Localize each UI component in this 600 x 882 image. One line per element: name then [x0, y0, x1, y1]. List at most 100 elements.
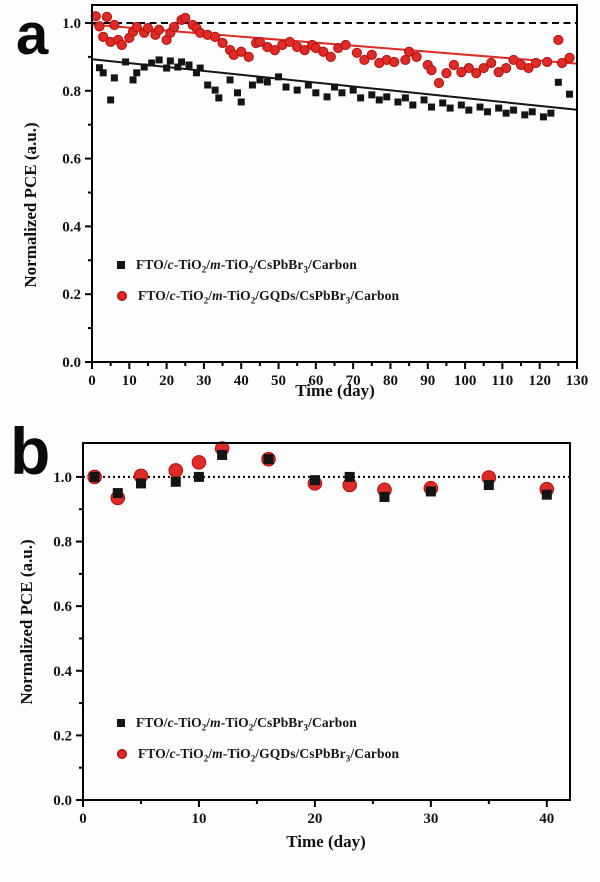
data-point — [99, 69, 107, 77]
data-point — [196, 64, 204, 72]
data-point — [409, 101, 417, 109]
panel-a-x-axis-title: Time (day) — [295, 381, 375, 400]
data-point — [389, 56, 400, 68]
data-point — [523, 62, 534, 74]
legend-label: FTO/c-TiO2/m-TiO2/GQDs/CsPbBr3/Carbon — [138, 287, 400, 306]
panel-b-legend: FTO/c-TiO2/m-TiO2/CsPbBr3/Carbon FTO/c-Ti… — [117, 707, 399, 769]
y-tick-label: 1.0 — [62, 16, 81, 32]
legend-item-cspbbr3-carbon: FTO/c-TiO2/m-TiO2/CsPbBr3/Carbon — [117, 249, 399, 280]
data-point — [284, 36, 295, 48]
y-tick-label: 0.6 — [53, 599, 72, 615]
panel-a-label: a — [16, 2, 49, 67]
x-tick-label: 40 — [234, 373, 249, 389]
legend-item-gqds-cspbbr3-carbon: FTO/c-TiO2/m-TiO2/GQDs/CsPbBr3/Carbon — [117, 738, 399, 769]
panel-b-y-axis-title: Normalized PCE (a.u.) — [17, 539, 36, 705]
data-point — [426, 64, 437, 76]
data-point — [243, 51, 254, 62]
data-point — [331, 83, 338, 91]
x-tick-label: 120 — [528, 373, 551, 389]
data-point — [411, 51, 422, 62]
panel-a-series-red-circles — [90, 11, 575, 89]
panel-a-plot: 0 10 20 30 40 50 60 70 80 90 100 110 120 130 0.0 0.2 0.4… — [62, 4, 588, 389]
data-point — [556, 57, 568, 69]
data-point — [433, 77, 445, 89]
data-point — [174, 63, 182, 71]
data-point — [204, 81, 212, 89]
data-point — [263, 454, 274, 465]
data-point — [309, 475, 320, 486]
data-point — [191, 455, 207, 470]
data-point — [564, 52, 575, 63]
data-point — [539, 113, 547, 121]
data-point — [217, 449, 228, 460]
x-tick-label: 100 — [454, 373, 477, 389]
x-tick-label: 90 — [420, 373, 435, 389]
data-point — [299, 44, 310, 56]
data-point — [394, 98, 402, 106]
data-point — [180, 12, 191, 23]
data-point — [275, 73, 283, 81]
data-point — [248, 81, 256, 89]
data-point — [547, 109, 555, 117]
panel-b-frame — [82, 442, 571, 801]
data-point — [368, 91, 376, 99]
data-point — [508, 54, 519, 66]
data-point — [344, 471, 355, 482]
data-point — [237, 98, 245, 106]
data-point — [439, 99, 447, 107]
data-point — [168, 21, 180, 33]
legend-label: FTO/c-TiO2/m-TiO2/CsPbBr3/Carbon — [136, 714, 357, 733]
data-point — [401, 94, 409, 102]
data-point — [510, 106, 518, 114]
data-point — [304, 81, 312, 89]
data-point — [483, 108, 491, 116]
y-tick-label: 0.4 — [62, 219, 81, 235]
data-point — [107, 96, 115, 104]
data-point — [269, 44, 280, 56]
data-point — [554, 78, 562, 86]
data-point — [312, 89, 320, 97]
data-point — [163, 64, 171, 72]
data-point — [236, 46, 247, 57]
x-tick-label: 10 — [122, 373, 137, 389]
legend-item-gqds-cspbbr3-carbon: FTO/c-TiO2/m-TiO2/GQDs/CsPbBr3/Carbon — [117, 280, 399, 311]
data-point — [366, 49, 377, 60]
data-point — [211, 86, 219, 94]
data-point — [98, 31, 109, 42]
data-point — [542, 56, 553, 68]
data-point — [528, 108, 536, 116]
data-point — [400, 54, 411, 66]
x-tick-label: 80 — [383, 373, 398, 389]
black-square-marker-icon — [117, 260, 125, 269]
legend-item-cspbbr3-carbon: FTO/c-TiO2/m-TiO2/CsPbBr3/Carbon — [117, 707, 399, 738]
data-point — [101, 11, 113, 22]
x-tick-label: 40 — [539, 811, 554, 827]
data-point — [210, 31, 221, 42]
data-point — [234, 89, 241, 97]
data-point — [495, 104, 503, 112]
data-point — [215, 94, 223, 102]
data-point — [502, 109, 510, 117]
data-point — [325, 51, 336, 62]
x-tick-label: 30 — [423, 811, 438, 827]
legend-label: FTO/c-TiO2/m-TiO2/CsPbBr3/Carbon — [136, 256, 357, 275]
red-circle-marker-icon — [117, 748, 127, 759]
data-point — [170, 476, 181, 487]
data-point — [109, 19, 120, 31]
data-point — [379, 491, 390, 502]
y-tick-label: 0.8 — [53, 535, 72, 551]
data-point — [351, 47, 362, 58]
data-point — [428, 103, 435, 111]
data-point — [553, 34, 564, 46]
data-point — [112, 488, 123, 499]
data-point — [263, 78, 271, 86]
data-point — [425, 486, 436, 497]
data-point — [185, 61, 193, 69]
panel-a-legend: FTO/c-TiO2/m-TiO2/CsPbBr3/Carbon FTO/c-Ti… — [117, 249, 399, 311]
panel-a-series-black-squares — [95, 56, 574, 121]
data-point — [465, 106, 473, 114]
data-point — [483, 480, 494, 490]
x-tick-label: 10 — [191, 811, 206, 827]
y-tick-label: 0.8 — [62, 84, 81, 100]
data-point — [457, 101, 465, 109]
